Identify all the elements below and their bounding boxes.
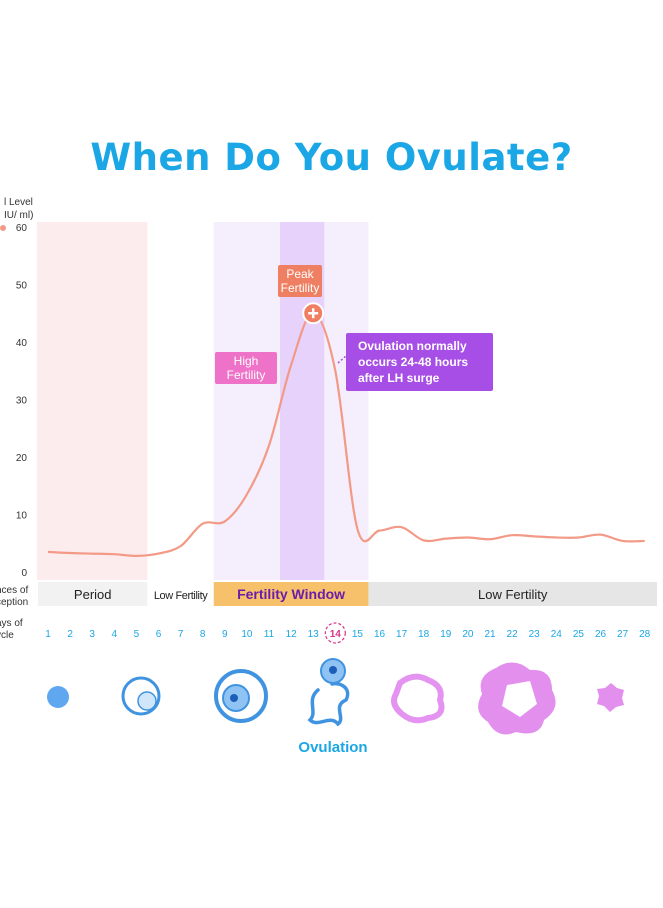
ovulation-connector xyxy=(337,355,347,364)
day-label: 13 xyxy=(308,629,320,640)
corpus-albicans-icon xyxy=(597,683,624,712)
corpus-luteum-icon xyxy=(391,673,445,724)
y-axis-label-line-2: IU/ ml) xyxy=(4,210,33,221)
peak-annotation-line-1: Peak xyxy=(286,267,314,281)
day-label-highlighted: 14 xyxy=(330,629,342,640)
corpus-luteum-large-core xyxy=(502,681,537,717)
day-label: 21 xyxy=(484,629,496,640)
peak-fertility-annotation: Peak Fertility xyxy=(278,265,322,297)
day-label: 23 xyxy=(529,629,541,640)
released-egg-core xyxy=(329,666,337,674)
ovulation-label: Ovulation xyxy=(298,739,367,756)
conception-segment-label: Low Fertility xyxy=(478,587,548,602)
ovulation-annotation-line-1: Ovulation normally xyxy=(358,339,467,353)
day-label: 22 xyxy=(507,629,519,640)
conception-segment xyxy=(213,582,369,606)
x-axis-label-line-1: ays of xyxy=(0,618,23,629)
day-label: 19 xyxy=(440,629,452,640)
peak-annotation-line-2: Fertility xyxy=(280,281,320,295)
day-label: 5 xyxy=(134,629,140,640)
ovulation-follicle-icon xyxy=(307,681,350,727)
highlighted-day-ring xyxy=(324,622,346,644)
high-annotation-line-2: Fertility xyxy=(226,368,266,382)
day-label: 8 xyxy=(200,629,206,640)
day-label: 3 xyxy=(89,629,95,640)
conception-segment xyxy=(38,582,148,606)
day-label: 10 xyxy=(241,629,253,640)
y-tick-label: 50 xyxy=(16,281,28,292)
conception-label-line-1: nces of xyxy=(0,585,28,596)
day-label: 28 xyxy=(639,629,651,640)
day-label: 9 xyxy=(222,629,228,640)
lh-level-line xyxy=(47,312,645,558)
day-label: 17 xyxy=(396,629,408,640)
ovulation-annotation-line-3: after LH surge xyxy=(358,371,440,385)
day-label: 20 xyxy=(462,629,474,640)
day-label: 12 xyxy=(286,629,298,640)
y-tick-label: 0 xyxy=(21,568,27,579)
follicle-growing-core xyxy=(137,691,157,711)
y-tick-label: 60 xyxy=(16,223,28,234)
conception-segment xyxy=(368,582,657,606)
conception-segment-label: Fertility Window xyxy=(237,586,345,602)
day-label: 26 xyxy=(595,629,607,640)
peak-marker-icon xyxy=(302,302,325,325)
y-tick-label: 10 xyxy=(16,511,28,522)
conception-label-line-2: ception xyxy=(0,597,28,608)
y-tick-label: 20 xyxy=(16,453,28,464)
conception-segment-label: Low Fertility xyxy=(154,590,208,602)
y-tick-label: 30 xyxy=(16,396,28,407)
x-axis-label-line-2: ycle xyxy=(0,630,14,641)
day-label: 24 xyxy=(551,629,563,640)
follicle-small-icon xyxy=(47,686,69,708)
y-axis-legend-dot xyxy=(0,225,6,231)
high-fertility-annotation: High Fertility xyxy=(215,352,277,384)
y-axis-label-line-1: l Level xyxy=(4,197,33,208)
peak-marker-plus xyxy=(308,308,319,319)
period-band xyxy=(36,222,148,580)
high-annotation-line-1: High xyxy=(233,354,259,368)
follicle-illustrations xyxy=(47,658,624,735)
y-tick-label: 40 xyxy=(16,338,28,349)
conception-segment xyxy=(147,582,214,606)
day-label: 27 xyxy=(617,629,629,640)
chart-title: When Do You Ovulate? xyxy=(90,136,573,179)
conception-segment-label: Period xyxy=(74,587,112,602)
day-label: 1 xyxy=(45,629,51,640)
ovulation-annotation-line-2: occurs 24-48 hours xyxy=(358,355,469,369)
day-label: 16 xyxy=(374,629,386,640)
ovulation-annotation: Ovulation normally occurs 24-48 hours af… xyxy=(346,333,493,391)
day-label: 2 xyxy=(67,629,73,640)
day-label: 15 xyxy=(352,629,364,640)
day-label: 25 xyxy=(573,629,585,640)
day-label: 4 xyxy=(112,629,118,640)
day-label: 7 xyxy=(178,629,184,640)
day-label: 18 xyxy=(418,629,430,640)
day-label: 11 xyxy=(264,629,275,640)
day-label: 6 xyxy=(156,629,162,640)
follicle-dominant-egg xyxy=(230,694,238,702)
